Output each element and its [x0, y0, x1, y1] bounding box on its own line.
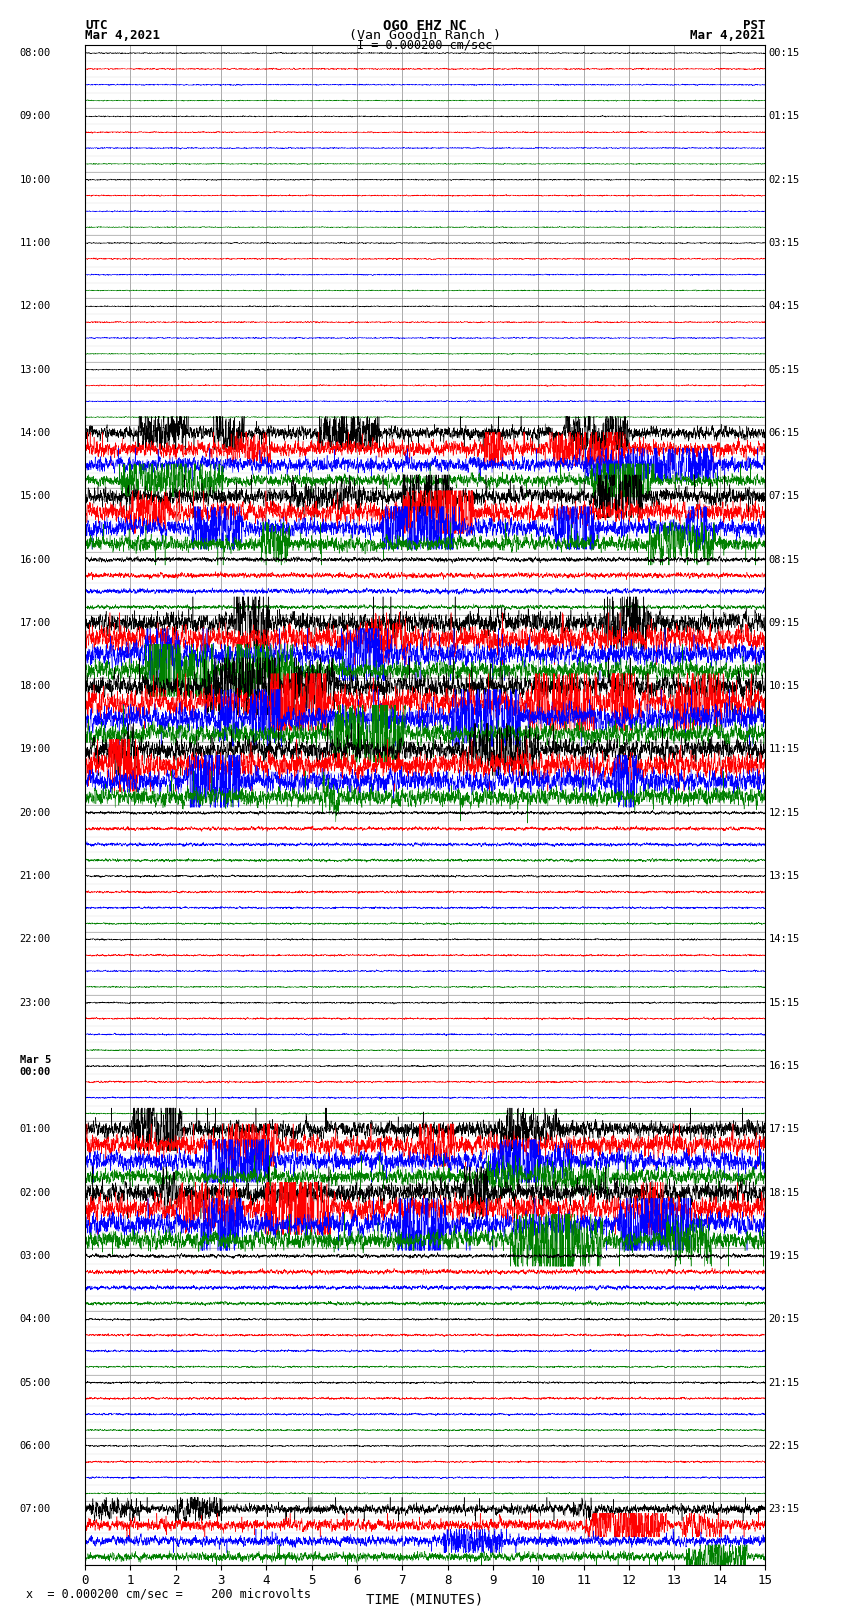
Text: 03:15: 03:15: [768, 239, 800, 248]
Text: 02:00: 02:00: [20, 1187, 51, 1198]
Text: 14:15: 14:15: [768, 934, 800, 945]
Text: Mar 4,2021: Mar 4,2021: [85, 29, 160, 42]
Text: 16:15: 16:15: [768, 1061, 800, 1071]
Text: 06:15: 06:15: [768, 427, 800, 439]
Text: 23:15: 23:15: [768, 1505, 800, 1515]
Text: 14:00: 14:00: [20, 427, 51, 439]
X-axis label: TIME (MINUTES): TIME (MINUTES): [366, 1594, 484, 1607]
Text: 10:15: 10:15: [768, 681, 800, 692]
Text: (Van Goodin Ranch ): (Van Goodin Ranch ): [349, 29, 501, 42]
Text: 10:00: 10:00: [20, 174, 51, 185]
Text: 08:00: 08:00: [20, 48, 51, 58]
Text: 04:15: 04:15: [768, 302, 800, 311]
Text: 12:00: 12:00: [20, 302, 51, 311]
Text: 01:15: 01:15: [768, 111, 800, 121]
Text: 17:15: 17:15: [768, 1124, 800, 1134]
Text: 18:15: 18:15: [768, 1187, 800, 1198]
Text: 13:15: 13:15: [768, 871, 800, 881]
Text: 15:00: 15:00: [20, 492, 51, 502]
Text: 16:00: 16:00: [20, 555, 51, 565]
Text: 05:15: 05:15: [768, 365, 800, 374]
Text: OGO EHZ NC: OGO EHZ NC: [383, 19, 467, 34]
Text: I = 0.000200 cm/sec: I = 0.000200 cm/sec: [357, 39, 493, 52]
Text: 03:00: 03:00: [20, 1252, 51, 1261]
Text: 21:15: 21:15: [768, 1378, 800, 1387]
Text: 17:00: 17:00: [20, 618, 51, 627]
Text: 04:00: 04:00: [20, 1315, 51, 1324]
Text: 19:00: 19:00: [20, 745, 51, 755]
Text: 23:00: 23:00: [20, 998, 51, 1008]
Text: 19:15: 19:15: [768, 1252, 800, 1261]
Text: PST: PST: [743, 19, 765, 32]
Text: 22:15: 22:15: [768, 1440, 800, 1452]
Text: 11:00: 11:00: [20, 239, 51, 248]
Text: 09:00: 09:00: [20, 111, 51, 121]
Text: 21:00: 21:00: [20, 871, 51, 881]
Text: 20:15: 20:15: [768, 1315, 800, 1324]
Text: 06:00: 06:00: [20, 1440, 51, 1452]
Text: 01:00: 01:00: [20, 1124, 51, 1134]
Text: 02:15: 02:15: [768, 174, 800, 185]
Text: 07:15: 07:15: [768, 492, 800, 502]
Text: Mar 4,2021: Mar 4,2021: [690, 29, 765, 42]
Text: 00:15: 00:15: [768, 48, 800, 58]
Text: 05:00: 05:00: [20, 1378, 51, 1387]
Text: 22:00: 22:00: [20, 934, 51, 945]
Text: UTC: UTC: [85, 19, 107, 32]
Text: 15:15: 15:15: [768, 998, 800, 1008]
Text: 13:00: 13:00: [20, 365, 51, 374]
Text: Mar 5
00:00: Mar 5 00:00: [20, 1055, 51, 1077]
Text: 07:00: 07:00: [20, 1505, 51, 1515]
Text: x  = 0.000200 cm/sec =    200 microvolts: x = 0.000200 cm/sec = 200 microvolts: [26, 1587, 310, 1600]
Text: 20:00: 20:00: [20, 808, 51, 818]
Text: 09:15: 09:15: [768, 618, 800, 627]
Text: 08:15: 08:15: [768, 555, 800, 565]
Text: 12:15: 12:15: [768, 808, 800, 818]
Text: 11:15: 11:15: [768, 745, 800, 755]
Text: 18:00: 18:00: [20, 681, 51, 692]
